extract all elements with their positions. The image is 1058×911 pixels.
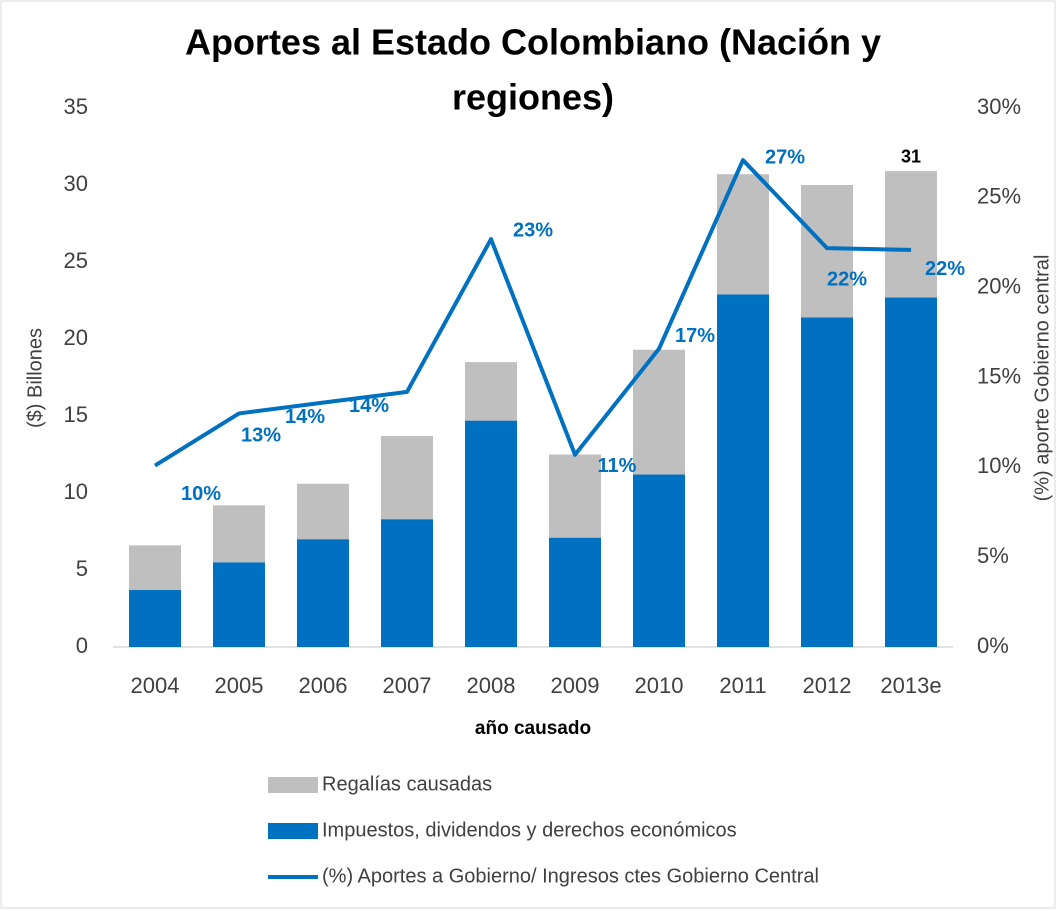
bar — [549, 537, 601, 647]
bar — [801, 185, 853, 318]
data-label: 10% — [181, 483, 221, 505]
bar — [801, 317, 853, 647]
data-label: 23% — [513, 219, 553, 241]
bar — [465, 362, 517, 421]
bar — [633, 349, 685, 475]
y2-tick-label: 25% — [977, 184, 1021, 209]
bar — [297, 483, 349, 540]
data-label: 14% — [349, 395, 389, 417]
legend-swatch — [268, 777, 318, 793]
legend-swatch — [268, 823, 318, 839]
y-tick-label: 25 — [64, 248, 88, 273]
y-tick-label: 5 — [76, 556, 88, 581]
data-label: 14% — [285, 406, 325, 428]
y-tick-label: 15 — [64, 402, 88, 427]
bar — [633, 474, 685, 647]
bar — [717, 294, 769, 647]
y-tick-label: 35 — [64, 94, 88, 119]
y-tick-label: 30 — [64, 171, 88, 196]
x-tick-label: 2013e — [880, 673, 941, 698]
x-tick-label: 2011 — [719, 673, 766, 698]
bar — [213, 505, 265, 563]
data-label: 22% — [925, 258, 965, 280]
x-tick-label: 2006 — [299, 673, 348, 698]
bar — [549, 454, 601, 538]
x-tick-label: 2008 — [467, 673, 516, 698]
y2-tick-label: 0% — [977, 633, 1009, 658]
chart-title: regiones) — [452, 77, 614, 118]
data-label: 27% — [765, 146, 805, 168]
y2-tick-label: 20% — [977, 273, 1021, 298]
y2-tick-label: 30% — [977, 94, 1021, 119]
data-label: 13% — [241, 425, 281, 447]
y-tick-label: 10 — [64, 479, 88, 504]
y-axis-title: ($) Billones — [24, 328, 46, 428]
x-tick-label: 2010 — [635, 673, 684, 698]
y2-tick-label: 10% — [977, 453, 1021, 478]
data-label: 22% — [827, 268, 867, 290]
x-axis-title: año causado — [475, 718, 591, 739]
x-tick-label: 2004 — [131, 673, 180, 698]
bar — [129, 590, 181, 647]
data-label: 17% — [675, 325, 715, 347]
bar — [885, 297, 937, 647]
x-tick-label: 2012 — [803, 673, 852, 698]
x-tick-label: 2007 — [383, 673, 432, 698]
legend-label: (%) Aportes a Gobierno/ Ingresos ctes Go… — [322, 865, 819, 887]
x-tick-label: 2005 — [215, 673, 264, 698]
y2-tick-label: 5% — [977, 543, 1009, 568]
bar — [381, 519, 433, 647]
bar — [465, 420, 517, 647]
bar — [717, 174, 769, 295]
chart-title: Aportes al Estado Colombiano (Nación y — [185, 22, 881, 63]
legend-label: Regalías causadas — [322, 773, 492, 795]
bar — [381, 436, 433, 520]
y2-tick-label: 15% — [977, 363, 1021, 388]
y-tick-label: 20 — [64, 325, 88, 350]
bar — [129, 545, 181, 591]
bar — [297, 539, 349, 647]
legend-label: Impuestos, dividendos y derechos económi… — [322, 819, 737, 841]
bar — [885, 171, 937, 298]
line — [153, 158, 912, 468]
x-tick-label: 2009 — [551, 673, 600, 698]
y-tick-label: 0 — [76, 633, 88, 658]
data-label: 11% — [598, 455, 637, 477]
total-label: 31 — [901, 146, 921, 166]
bar — [213, 562, 265, 647]
y2-axis-title: (%) aporte Gobierno central — [1031, 255, 1053, 502]
